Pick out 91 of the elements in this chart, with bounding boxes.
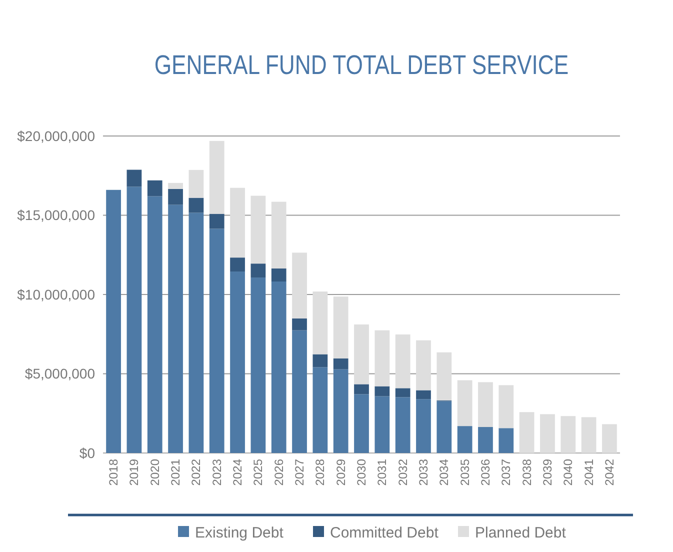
x-tick-label: 2024 bbox=[230, 458, 245, 486]
bar bbox=[188, 170, 204, 198]
x-tick-label: 2031 bbox=[375, 458, 390, 486]
legend-label: Committed Debt bbox=[330, 524, 440, 542]
bar bbox=[147, 180, 162, 196]
bar bbox=[230, 188, 245, 258]
bar bbox=[147, 196, 162, 453]
bar bbox=[560, 416, 576, 453]
bar bbox=[498, 385, 514, 428]
bar bbox=[168, 188, 183, 205]
bar bbox=[312, 367, 328, 453]
bar bbox=[374, 396, 390, 453]
bar bbox=[374, 330, 390, 386]
x-tick-label: 2040 bbox=[561, 458, 576, 486]
x-tick-label: 2025 bbox=[251, 458, 266, 486]
bar bbox=[416, 340, 431, 390]
x-tick-label: 2021 bbox=[168, 458, 183, 486]
bar bbox=[478, 382, 493, 428]
chart-title: GENERAL FUND TOTAL DEBT SERVICE bbox=[154, 51, 569, 81]
bar bbox=[457, 380, 472, 426]
bar bbox=[374, 386, 390, 396]
x-tick-label: 2018 bbox=[106, 458, 121, 486]
bar bbox=[188, 198, 204, 213]
x-tick-label: 2020 bbox=[148, 458, 162, 486]
x-tick-label: 2030 bbox=[354, 458, 368, 486]
bar bbox=[457, 426, 472, 453]
bar bbox=[209, 140, 224, 214]
bar bbox=[271, 202, 286, 269]
x-tick-label: 2036 bbox=[478, 458, 492, 486]
bar bbox=[168, 204, 183, 453]
bar bbox=[209, 214, 224, 229]
bar bbox=[416, 390, 431, 400]
legend-label: Planned Debt bbox=[475, 524, 567, 542]
bar bbox=[209, 228, 224, 453]
x-tick-label: 2034 bbox=[437, 458, 452, 486]
bar bbox=[395, 397, 410, 453]
bar bbox=[333, 296, 348, 358]
x-tick-label: 2038 bbox=[520, 458, 534, 486]
bar bbox=[126, 170, 142, 187]
y-tick-label: $5,000,000 bbox=[24, 366, 96, 382]
x-tick-label: 2029 bbox=[334, 458, 348, 486]
x-tick-label: 2027 bbox=[292, 458, 307, 486]
bar bbox=[354, 384, 369, 394]
bar bbox=[333, 369, 348, 453]
bar bbox=[106, 190, 121, 453]
x-tick-label: 2033 bbox=[416, 458, 430, 486]
bar bbox=[354, 324, 369, 384]
x-tick-label: 2035 bbox=[458, 458, 472, 486]
bar bbox=[126, 186, 142, 453]
bar bbox=[271, 282, 286, 453]
bar bbox=[498, 428, 514, 453]
y-tick-label: $15,000,000 bbox=[17, 207, 96, 224]
bar bbox=[416, 399, 431, 453]
x-tick-label: 2023 bbox=[210, 458, 224, 486]
bar bbox=[333, 358, 348, 370]
x-tick-label: 2028 bbox=[313, 458, 328, 486]
x-tick-label: 2022 bbox=[189, 458, 204, 486]
bar bbox=[436, 401, 452, 453]
bar bbox=[292, 330, 307, 453]
bar bbox=[581, 417, 596, 453]
y-tick-label: $0 bbox=[79, 444, 96, 461]
bar bbox=[230, 258, 245, 272]
bar bbox=[436, 352, 452, 400]
y-tick-label: $20,000,000 bbox=[17, 128, 96, 144]
bar bbox=[540, 414, 555, 453]
y-tick-label: $10,000,000 bbox=[17, 286, 96, 302]
x-tick-label: 2039 bbox=[540, 458, 554, 486]
bar bbox=[271, 268, 286, 282]
bar bbox=[292, 252, 307, 318]
bar bbox=[519, 412, 534, 453]
bar bbox=[395, 334, 410, 388]
bar bbox=[188, 212, 204, 453]
bar bbox=[250, 264, 266, 278]
x-tick-label: 2019 bbox=[127, 458, 142, 486]
bar bbox=[478, 427, 493, 453]
legend-label: Existing Debt bbox=[195, 524, 284, 542]
bar bbox=[395, 388, 410, 398]
bar bbox=[250, 196, 266, 264]
bar bbox=[230, 272, 245, 453]
x-tick-label: 2037 bbox=[499, 458, 514, 486]
bar bbox=[250, 278, 266, 453]
bar bbox=[602, 424, 617, 453]
x-tick-label: 2026 bbox=[272, 458, 286, 486]
bar bbox=[292, 318, 307, 330]
bar bbox=[312, 291, 328, 354]
x-tick-label: 2032 bbox=[396, 458, 410, 486]
bar bbox=[168, 182, 183, 189]
x-tick-label: 2041 bbox=[582, 458, 596, 486]
x-tick-label: 2042 bbox=[602, 458, 616, 486]
bar bbox=[312, 354, 328, 368]
bar bbox=[354, 394, 369, 453]
